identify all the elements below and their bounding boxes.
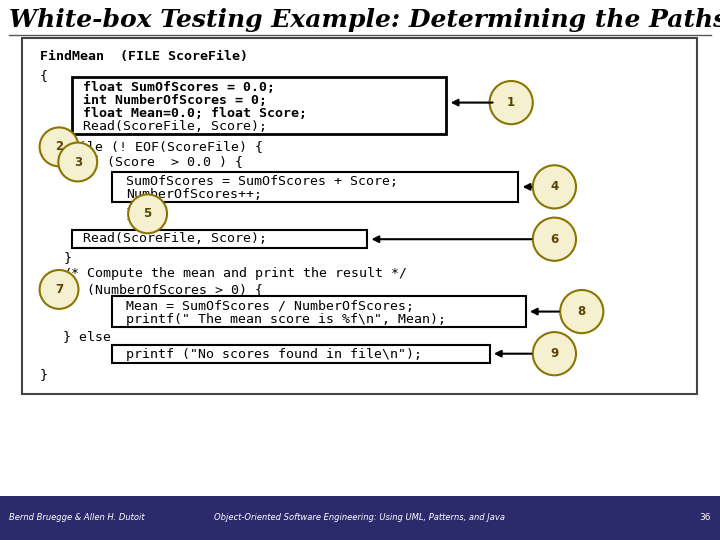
- Text: FindMean  (FILE ScoreFile): FindMean (FILE ScoreFile): [40, 50, 248, 63]
- Ellipse shape: [58, 143, 97, 181]
- Text: 8: 8: [577, 305, 586, 318]
- Text: 3: 3: [73, 156, 82, 168]
- Text: printf ("No scores found in file\n");: printf ("No scores found in file\n");: [126, 348, 422, 361]
- Bar: [112, 296, 526, 327]
- Bar: [72, 77, 446, 134]
- Bar: [0, 496, 720, 540]
- Bar: [112, 172, 518, 202]
- Text: SumOfScores = SumOfScores + Score;: SumOfScores = SumOfScores + Score;: [126, 175, 398, 188]
- Text: printf(" The mean score is %f\n", Mean);: printf(" The mean score is %f\n", Mean);: [126, 313, 446, 326]
- Text: 5: 5: [143, 207, 152, 220]
- Ellipse shape: [128, 194, 167, 233]
- Text: 4: 4: [550, 180, 559, 193]
- Text: 36: 36: [699, 513, 711, 522]
- Text: }: }: [126, 207, 134, 220]
- Text: 6: 6: [550, 233, 559, 246]
- Text: White-box Testing Example: Determining the Paths: White-box Testing Example: Determining t…: [9, 8, 720, 32]
- Text: 7: 7: [55, 283, 63, 296]
- Text: int NumberOfScores = 0;: int NumberOfScores = 0;: [83, 94, 267, 107]
- FancyBboxPatch shape: [22, 38, 697, 394]
- Ellipse shape: [40, 270, 78, 309]
- Text: 2: 2: [55, 140, 63, 153]
- Text: NumberOfScores++;: NumberOfScores++;: [126, 188, 262, 201]
- Text: Read(ScoreFile, Score);: Read(ScoreFile, Score);: [83, 120, 267, 133]
- Ellipse shape: [533, 332, 576, 375]
- Text: }: }: [63, 251, 71, 264]
- Text: 1: 1: [507, 96, 516, 109]
- Ellipse shape: [533, 218, 576, 261]
- Text: if (NumberOfScores > 0) {: if (NumberOfScores > 0) {: [63, 283, 264, 296]
- Text: Read(ScoreFile, Score);: Read(ScoreFile, Score);: [83, 232, 267, 245]
- Ellipse shape: [490, 81, 533, 124]
- Text: if (Score  > 0.0 ) {: if (Score > 0.0 ) {: [83, 156, 243, 168]
- Ellipse shape: [560, 290, 603, 333]
- Text: 9: 9: [550, 347, 559, 360]
- Text: float SumOfScores = 0.0;: float SumOfScores = 0.0;: [83, 81, 275, 94]
- Text: Mean = SumOfScores / NumberOfScores;: Mean = SumOfScores / NumberOfScores;: [126, 300, 414, 313]
- Text: }: }: [40, 368, 48, 381]
- Text: float Mean=0.0; float Score;: float Mean=0.0; float Score;: [83, 107, 307, 120]
- Text: Bernd Bruegge & Allen H. Dutoit: Bernd Bruegge & Allen H. Dutoit: [9, 513, 145, 522]
- Text: } else: } else: [63, 330, 112, 343]
- Text: while (! EOF(ScoreFile) {: while (! EOF(ScoreFile) {: [63, 140, 264, 153]
- Ellipse shape: [40, 127, 78, 166]
- Text: Object-Oriented Software Engineering: Using UML, Patterns, and Java: Object-Oriented Software Engineering: Us…: [215, 513, 505, 522]
- Bar: [112, 345, 490, 363]
- Text: {: {: [40, 69, 48, 82]
- Bar: [72, 230, 367, 248]
- Text: /* Compute the mean and print the result */: /* Compute the mean and print the result…: [63, 267, 408, 280]
- Ellipse shape: [533, 165, 576, 208]
